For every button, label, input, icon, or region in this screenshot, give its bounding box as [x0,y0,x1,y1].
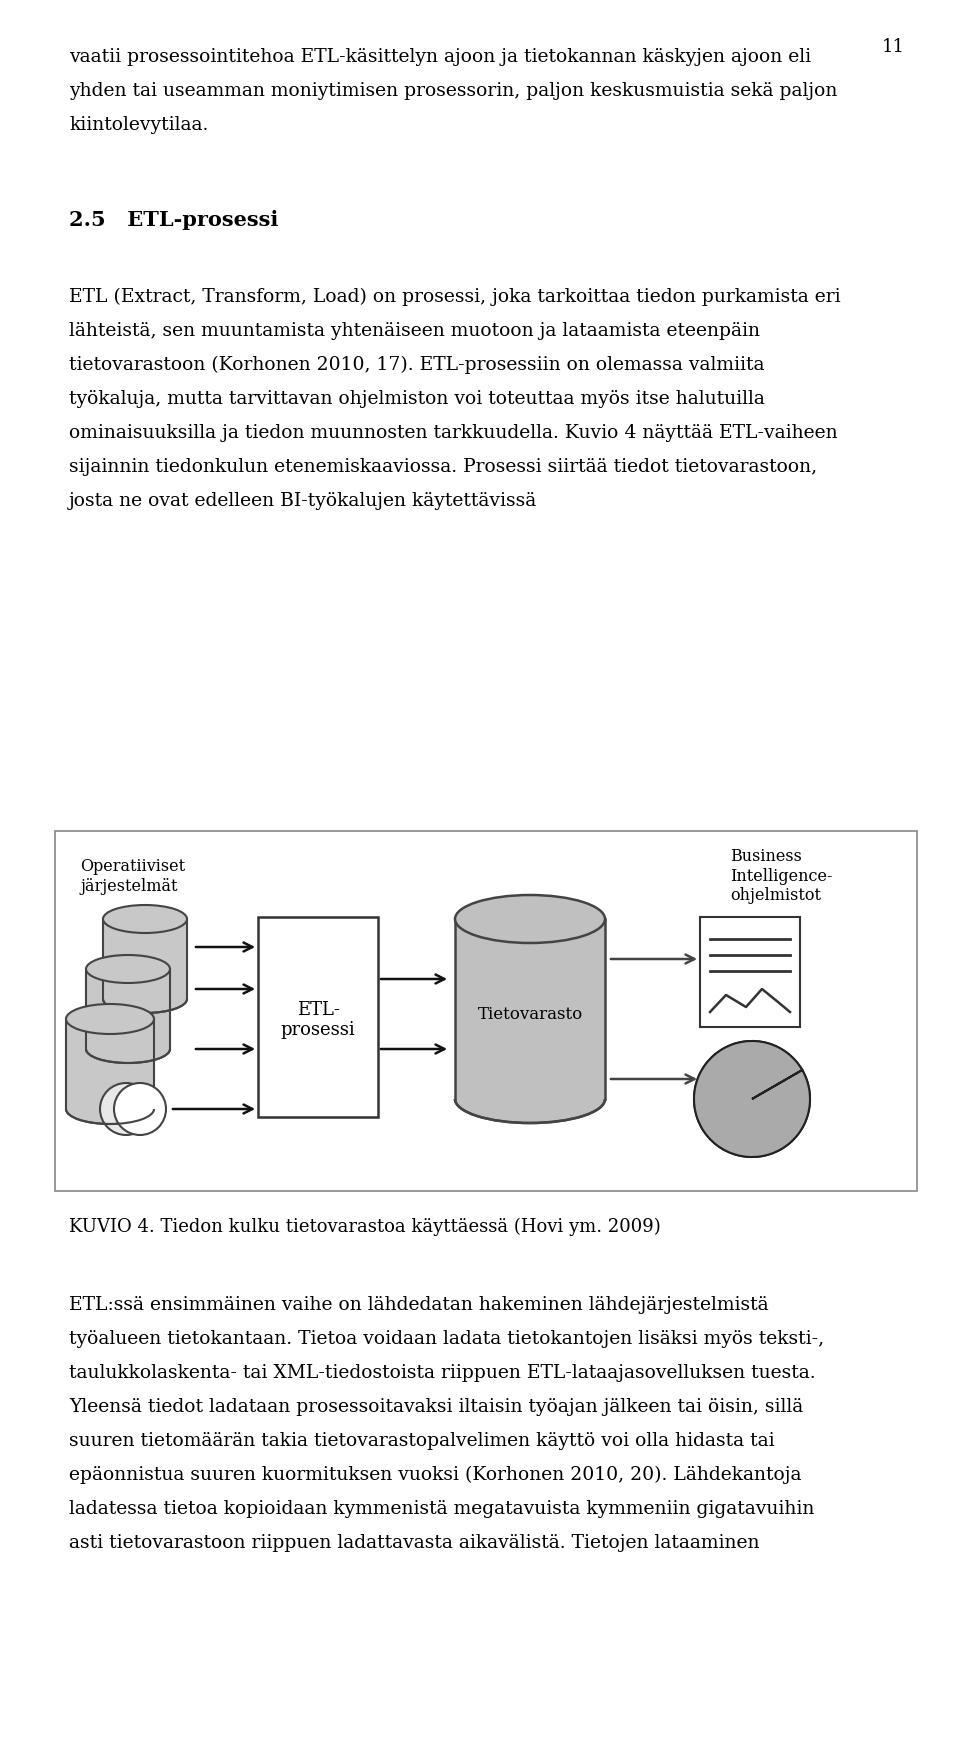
Text: lähteistä, sen muuntamista yhtenäiseen muotoon ja lataamista eteenpäin: lähteistä, sen muuntamista yhtenäiseen m… [69,322,760,339]
Ellipse shape [455,1075,605,1123]
Text: Yleensä tiedot ladataan prosessoitavaksi iltaisin työajan jälkeen tai öisin, sil: Yleensä tiedot ladataan prosessoitavaksi… [69,1397,804,1414]
Wedge shape [694,1042,810,1158]
Text: Business
Intelligence-
ohjelmistot: Business Intelligence- ohjelmistot [730,847,832,903]
Text: kiintolevytilaa.: kiintolevytilaa. [69,116,208,134]
Text: ETL-
prosessi: ETL- prosessi [280,1000,355,1038]
Text: epäonnistua suuren kuormituksen vuoksi (Korhonen 2010, 20). Lähdekantoja: epäonnistua suuren kuormituksen vuoksi (… [69,1465,802,1483]
Text: ladatessa tietoa kopioidaan kymmenistä megatavuista kymmeniin gigatavuihin: ladatessa tietoa kopioidaan kymmenistä m… [69,1499,814,1516]
Wedge shape [714,1042,803,1100]
Ellipse shape [66,1095,154,1124]
Text: 2.5   ETL-prosessi: 2.5 ETL-prosessi [69,209,278,230]
Wedge shape [723,1070,810,1158]
Ellipse shape [86,1035,170,1063]
Text: ominaisuuksilla ja tiedon muunnosten tarkkuudella. Kuvio 4 näyttää ETL-vaiheen: ominaisuuksilla ja tiedon muunnosten tar… [69,423,838,441]
Text: Tietovarasto: Tietovarasto [477,1007,583,1023]
Text: KUVIO 4. Tiedon kulku tietovarastoa käyttäessä (Hovi ym. 2009): KUVIO 4. Tiedon kulku tietovarastoa käyt… [69,1218,660,1235]
Text: 11: 11 [882,39,905,56]
Text: ETL (Extract, Transform, Load) on prosessi, joka tarkoittaa tiedon purkamista er: ETL (Extract, Transform, Load) on proses… [69,288,841,306]
Bar [86,970,170,1049]
Text: tietovarastoon (Korhonen 2010, 17). ETL-prosessiin on olemassa valmiita: tietovarastoon (Korhonen 2010, 17). ETL-… [69,357,764,374]
Text: vaatii prosessointitehoa ETL-käsittelyn ajoon ja tietokannan käskyjen ajoon eli: vaatii prosessointitehoa ETL-käsittelyn … [69,47,811,67]
Wedge shape [694,1054,752,1149]
Text: ETL:ssä ensimmäinen vaihe on lähdedatan hakeminen lähdejärjestelmistä: ETL:ssä ensimmäinen vaihe on lähdedatan … [69,1295,769,1312]
Text: Operatiiviset
järjestelmät: Operatiiviset järjestelmät [80,857,185,894]
Text: josta ne ovat edelleen BI-työkalujen käytettävissä: josta ne ovat edelleen BI-työkalujen käy… [69,492,538,510]
Ellipse shape [66,1005,154,1035]
Ellipse shape [455,896,605,944]
Text: sijainnin tiedonkulun etenemiskaaviossa. Prosessi siirtää tiedot tietovarastoon,: sijainnin tiedonkulun etenemiskaaviossa.… [69,459,817,476]
Text: taulukkolaskenta- tai XML-tiedostoista riippuen ETL-lataajasovelluksen tuesta.: taulukkolaskenta- tai XML-tiedostoista r… [69,1363,816,1381]
Bar [700,917,800,1028]
Bar [55,831,917,1191]
Bar [66,1019,154,1109]
Text: yhden tai useamman moniytimisen prosessorin, paljon keskusmuistia sekä paljon: yhden tai useamman moniytimisen prosesso… [69,83,837,100]
Text: työkaluja, mutta tarvittavan ohjelmiston voi toteuttaa myös itse halutuilla: työkaluja, mutta tarvittavan ohjelmiston… [69,390,765,408]
Ellipse shape [114,1084,166,1135]
Text: suuren tietomäärän takia tietovarastopalvelimen käyttö voi olla hidasta tai: suuren tietomäärän takia tietovarastopal… [69,1432,775,1450]
Ellipse shape [103,986,187,1014]
Ellipse shape [100,1084,152,1135]
Ellipse shape [86,956,170,984]
Text: asti tietovarastoon riippuen ladattavasta aikavälistä. Tietojen lataaminen: asti tietovarastoon riippuen ladattavast… [69,1534,759,1551]
Bar [455,919,605,1100]
Text: työalueen tietokantaan. Tietoa voidaan ladata tietokantojen lisäksi myös teksti-: työalueen tietokantaan. Tietoa voidaan l… [69,1330,825,1348]
Ellipse shape [103,905,187,933]
Bar [258,917,378,1117]
Bar [103,919,187,1000]
